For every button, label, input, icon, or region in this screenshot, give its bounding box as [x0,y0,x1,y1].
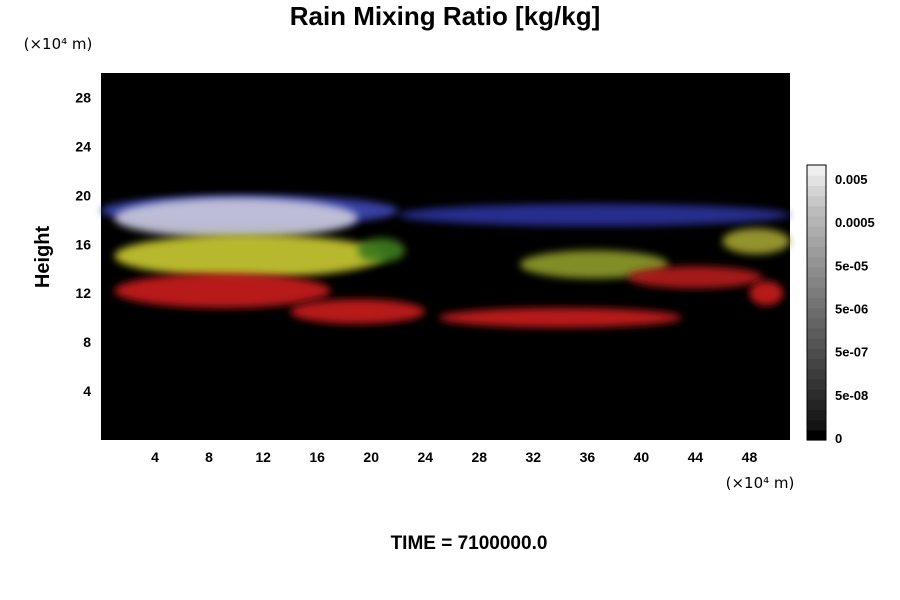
colorbar-swatch [807,165,826,176]
colorbar [806,164,827,441]
colorbar-swatch [807,205,826,217]
rain-field-red-7 [114,273,331,308]
y-tick-label: 28 [75,89,91,105]
colorbar-swatch [807,277,826,288]
colorbar-label: 0 [835,431,842,446]
colorbar-swatch [807,307,826,319]
y-tick-label: 4 [83,383,91,399]
x-tick-label: 28 [471,449,487,465]
colorbar-swatch [807,338,826,349]
y-unit-label: (×10⁴ m) [24,35,93,53]
colorbar-label: 0.005 [835,172,868,187]
rain-field-yellow-5 [519,250,669,279]
colorbar-swatch [807,185,826,197]
colorbar-swatch [807,256,826,268]
colorbar-swatch [807,399,826,411]
colorbar-swatch [807,378,826,390]
colorbar-swatch [807,266,826,278]
y-tick-label: 12 [75,285,91,301]
x-tick-label: 4 [151,449,159,465]
colorbar-swatch [807,327,826,339]
colorbar-swatch [807,175,826,186]
colorbar-swatch [807,195,826,207]
x-tick-label: 16 [309,449,325,465]
rain-field-white-1 [114,197,358,239]
x-tick-label: 36 [580,449,596,465]
time-caption: TIME = 7100000.0 [391,533,548,554]
y-axis-label: Height [32,226,54,289]
colorbar-swatch [807,368,826,380]
colorbar-label: 0.0005 [835,215,875,230]
y-tick-label: 20 [75,187,91,203]
x-unit-label: (×10⁴ m) [726,474,795,492]
rain-field-red-9 [438,307,682,328]
y-tick-label: 8 [83,334,91,350]
x-tick-label: 48 [742,449,758,465]
colorbar-swatch [807,226,826,237]
colorbar-swatch [807,429,826,441]
colorbar-swatch [807,297,826,309]
colorbar-frame [806,164,827,441]
x-tick-label: 24 [417,449,433,465]
rain-field-yellow-6 [722,228,790,255]
x-tick-label: 40 [634,449,650,465]
colorbar-labels: 0 5e-08 5e-07 5e-06 5e-05 0.0005 0.005 [835,172,875,446]
colorbar-label: 5e-08 [835,388,868,403]
colorbar-swatch [807,287,826,299]
colorbar-swatch [807,317,826,329]
rain-fields [101,195,790,328]
x-tick-label: 12 [255,449,271,465]
colorbar-swatch [807,358,826,370]
y-axis-ticks: 4 8 12 16 20 24 28 [75,89,91,399]
y-tick-label: 16 [75,236,91,252]
rain-field-green-4 [357,238,405,263]
colorbar-swatch [807,236,826,248]
rain-field-red-10 [627,266,763,289]
colorbar-swatch [807,419,826,431]
chart-title: Rain Mixing Ratio [kg/kg] [290,1,601,31]
rain-field-red-11 [749,280,784,306]
rain-field-yellow-3 [114,234,385,278]
colorbar-label: 5e-06 [835,302,868,317]
colorbar-swatch [807,215,826,227]
x-tick-label: 8 [205,449,213,465]
colorbar-label: 5e-07 [835,345,868,360]
colorbar-swatch [807,409,826,421]
x-tick-label: 32 [526,449,542,465]
rain-field-blue-2 [398,203,790,226]
colorbar-swatch [807,246,826,258]
x-tick-label: 44 [688,449,704,465]
colorbar-swatch [807,348,826,360]
y-tick-label: 24 [75,138,91,154]
colorbar-label: 5e-05 [835,258,868,273]
x-axis-ticks: 4 8 12 16 20 24 28 32 36 40 44 48 [151,449,757,465]
colorbar-swatch [807,389,826,400]
rain-field-red-8 [290,299,426,324]
x-tick-label: 20 [363,449,379,465]
